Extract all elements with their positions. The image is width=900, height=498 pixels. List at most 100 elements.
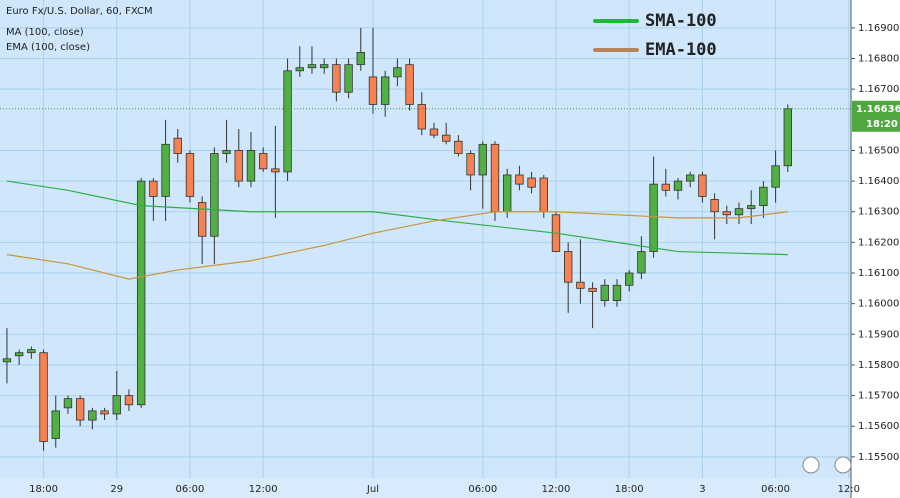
y-tick-label: 1.15500 <box>858 452 899 463</box>
y-tick-label: 1.16300 <box>858 207 899 218</box>
icons <box>802 456 852 474</box>
candle-body <box>88 410 97 421</box>
candle-body <box>393 67 402 78</box>
time-to-close: 18:20 <box>866 119 898 130</box>
candle-body <box>539 177 548 213</box>
y-tick-label: 1.15900 <box>858 329 899 340</box>
candle-body <box>734 208 744 216</box>
candle-body <box>490 143 500 213</box>
plot-background <box>0 0 851 478</box>
candle-body <box>63 398 73 409</box>
candle-body <box>600 284 609 301</box>
candle-body <box>51 410 60 439</box>
candle-body <box>673 180 683 191</box>
candle-body <box>478 143 487 176</box>
x-tick-label: 12:0 <box>838 484 860 495</box>
candle-body <box>747 205 756 210</box>
indicator-line <box>6 211 788 280</box>
candle-body <box>332 64 341 93</box>
candle-body <box>222 150 231 154</box>
candle-body <box>454 140 463 154</box>
candle-body <box>2 358 12 363</box>
candle-body <box>576 281 585 289</box>
candle-body <box>429 128 439 136</box>
y-tick-label: 1.16200 <box>858 237 899 248</box>
candle-body <box>234 150 243 182</box>
candle-body <box>75 398 85 421</box>
x-tick-label: 06:00 <box>468 484 497 495</box>
candle-body <box>185 153 195 197</box>
y-tick-label: 1.16400 <box>858 176 899 187</box>
chart-title: Euro Fx/U.S. Dollar, 60, FXCM <box>6 6 153 17</box>
candle-body <box>515 174 524 185</box>
x-tick-label: 12:00 <box>542 484 571 495</box>
legend-label: EMA-100 <box>645 40 717 60</box>
last-price-label: 1.16636 <box>856 104 900 115</box>
candle-body <box>405 64 414 105</box>
candle-body <box>710 199 719 213</box>
y-tick-label: 1.16500 <box>858 145 899 156</box>
candle-body <box>173 137 182 154</box>
candle-body <box>149 180 158 197</box>
candle-body <box>356 51 365 66</box>
candle-body <box>625 272 634 286</box>
candle-body <box>771 165 780 188</box>
candle-body <box>136 180 146 406</box>
candle-body <box>564 251 573 283</box>
candle-body <box>27 349 36 354</box>
candle-body <box>344 64 353 93</box>
x-tick-label: 18:00 <box>615 484 644 495</box>
candle-body <box>686 174 695 182</box>
x-tick-label: 3 <box>699 484 705 495</box>
candle-body <box>588 287 597 292</box>
indicator-line <box>6 180 788 256</box>
candle-body <box>246 150 256 182</box>
candle-body <box>759 186 768 207</box>
x-axis-background <box>0 478 851 498</box>
y-tick-label: 1.16700 <box>858 84 899 95</box>
x-tick-label: 06:00 <box>761 484 790 495</box>
marks <box>0 27 851 451</box>
candle-body <box>295 67 304 72</box>
candle-body <box>307 64 317 69</box>
icon <box>802 456 820 474</box>
icon <box>834 456 852 474</box>
candle-body <box>637 251 646 274</box>
candle-body <box>698 174 707 197</box>
y-tick-label: 1.15700 <box>858 391 899 402</box>
candle-body <box>661 183 670 191</box>
candle-body <box>368 76 378 105</box>
candle-body <box>380 76 390 105</box>
candle-body <box>39 352 48 442</box>
candle-body <box>503 174 512 213</box>
labels: 1.15500 1.15600 1.15700 1.15800 1.15900 1.160… <box>29 11 900 495</box>
indicator-label: EMA (100, close) <box>6 42 90 53</box>
candle-body <box>14 352 24 357</box>
candle-body <box>783 108 792 167</box>
candle-body <box>527 177 536 188</box>
indicator-label: MA (100, close) <box>6 27 84 38</box>
y-tick-label: 1.16000 <box>858 299 899 310</box>
x-tick-label: 12:00 <box>249 484 278 495</box>
y-tick-label: 1.16100 <box>858 268 899 279</box>
y-tick-label: 1.15600 <box>858 421 899 432</box>
y-axis-background <box>851 0 900 498</box>
candle-body <box>124 395 134 406</box>
y-tick-label: 1.16800 <box>858 54 899 65</box>
y-tick-label: 1.16900 <box>858 23 899 34</box>
x-tick-label: Jul <box>366 484 379 495</box>
candle-body <box>258 153 268 170</box>
candle-body <box>100 410 109 415</box>
x-tick-label: 06:00 <box>176 484 205 495</box>
candle-body <box>271 168 280 173</box>
candle-body <box>466 153 475 176</box>
candle-body <box>417 104 426 130</box>
candle-body <box>161 143 170 197</box>
candle-body <box>112 395 121 415</box>
x-tick-label: 29 <box>110 484 123 495</box>
candle-body <box>612 284 622 301</box>
candle-body <box>197 202 207 237</box>
x-tick-label: 18:00 <box>29 484 58 495</box>
last-price-tag <box>852 100 900 132</box>
